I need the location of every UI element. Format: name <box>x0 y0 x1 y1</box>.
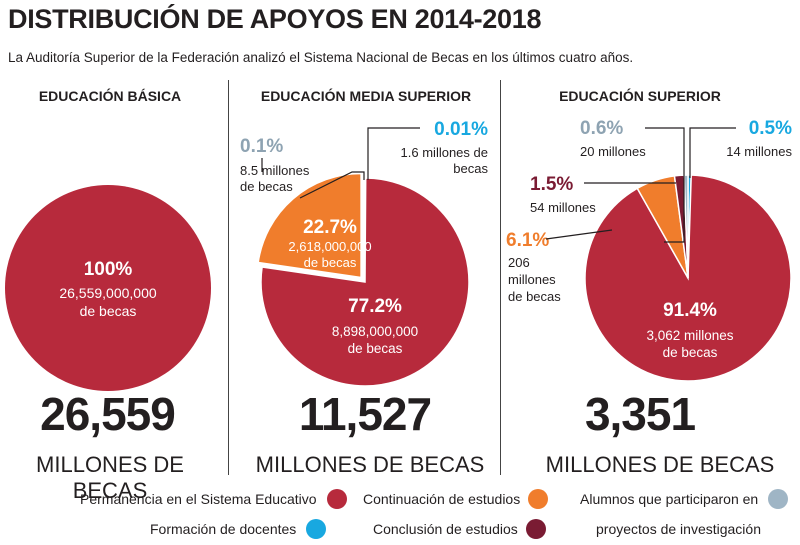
legend-swatch-continuacion <box>528 489 549 509</box>
data-label-value: 14 millones <box>726 144 792 159</box>
data-label-value: 1.6 millones de <box>401 145 488 160</box>
legend-label: Alumnos que participaron en <box>580 491 759 507</box>
data-label-value: 8,898,000,000 <box>332 324 418 339</box>
data-label-value: de becas <box>508 289 561 304</box>
page-title: DISTRIBUCIÓN DE APOYOS EN 2014-2018 <box>8 4 542 34</box>
legend-item-permanencia: Permanencia en el Sistema Educativo <box>80 489 347 509</box>
legend-label-investigacion-line2: proyectos de investigación <box>596 521 761 537</box>
data-label-value: de becas <box>80 303 137 319</box>
total-media-superior: 11,527 <box>298 388 432 440</box>
data-label-pct: 91.4% <box>663 300 717 321</box>
pie-slice-permanencia <box>260 177 470 387</box>
legend-item-investigacion: Alumnos que participaron en <box>580 489 789 509</box>
panel-divider <box>228 80 229 475</box>
data-label-value: 2,618,000,000 <box>288 239 371 254</box>
total-label-media-superior: MILLONES DE BECAS <box>255 452 485 477</box>
total-label-superior: MILLONES DE BECAS <box>545 452 775 477</box>
data-label-value: 54 millones <box>530 200 596 215</box>
data-label-pct: 0.1% <box>240 136 283 157</box>
data-label-value: 3,062 millones <box>646 328 733 343</box>
data-label-pct: 22.7% <box>303 217 357 238</box>
data-label-value: 8.5 millones <box>240 163 310 178</box>
legend-item-conclusion: Conclusión de estudios <box>373 519 546 539</box>
legend-swatch-formacion <box>306 519 327 539</box>
panel-title-media-superior: EDUCACIÓN MEDIA SUPERIOR <box>260 88 472 104</box>
leader-line <box>299 171 365 199</box>
total-basica: 26,559 <box>40 388 176 440</box>
data-label-value: 206 <box>508 255 530 270</box>
panel-title-superior: EDUCACIÓN SUPERIOR <box>559 88 721 104</box>
legend-swatch-conclusion <box>525 519 546 539</box>
leader-line <box>645 127 685 243</box>
data-label-value: 26,559,000,000 <box>59 285 157 301</box>
total-superior: 3,351 <box>584 388 696 440</box>
legend-label: Continuación de estudios <box>363 491 521 507</box>
data-label-value: de becas <box>663 345 718 360</box>
data-label-value: becas <box>453 161 488 176</box>
leader-line <box>545 229 613 240</box>
legend-item-continuacion: Continuación de estudios <box>363 489 549 509</box>
legend-swatch-investigacion <box>768 489 789 509</box>
panel-divider <box>500 80 501 475</box>
data-label-pct: 6.1% <box>506 230 549 251</box>
leader-line <box>689 127 736 178</box>
data-label-pct: 0.5% <box>749 118 792 139</box>
legend-swatch-permanencia <box>326 489 347 509</box>
data-label-value: millones <box>508 272 556 287</box>
data-label-value: 20 millones <box>580 144 646 159</box>
pie-slice-permanencia <box>5 185 211 391</box>
page-subtitle: La Auditoría Superior de la Federación a… <box>8 50 634 65</box>
leader-line <box>367 127 420 180</box>
data-label-value: de becas <box>348 341 403 356</box>
panel-title-basica: EDUCACIÓN BÁSICA <box>38 88 182 104</box>
data-label-pct: 0.01% <box>434 119 488 140</box>
data-label-value: de becas <box>240 179 293 194</box>
data-label-pct: 77.2% <box>348 296 402 317</box>
total-label-basica: MILLONES DE BECAS <box>36 452 184 503</box>
data-label-pct: 100% <box>84 259 133 280</box>
legend-label: Permanencia en el Sistema Educativo <box>80 491 317 507</box>
legend-label: Formación de docentes <box>150 521 297 537</box>
legend-item-formacion: Formación de docentes <box>150 519 327 539</box>
data-label-pct: 0.6% <box>580 118 623 139</box>
data-label-value: de becas <box>304 255 357 270</box>
legend-label: Conclusión de estudios <box>373 521 518 537</box>
data-label-pct: 1.5% <box>530 174 573 195</box>
